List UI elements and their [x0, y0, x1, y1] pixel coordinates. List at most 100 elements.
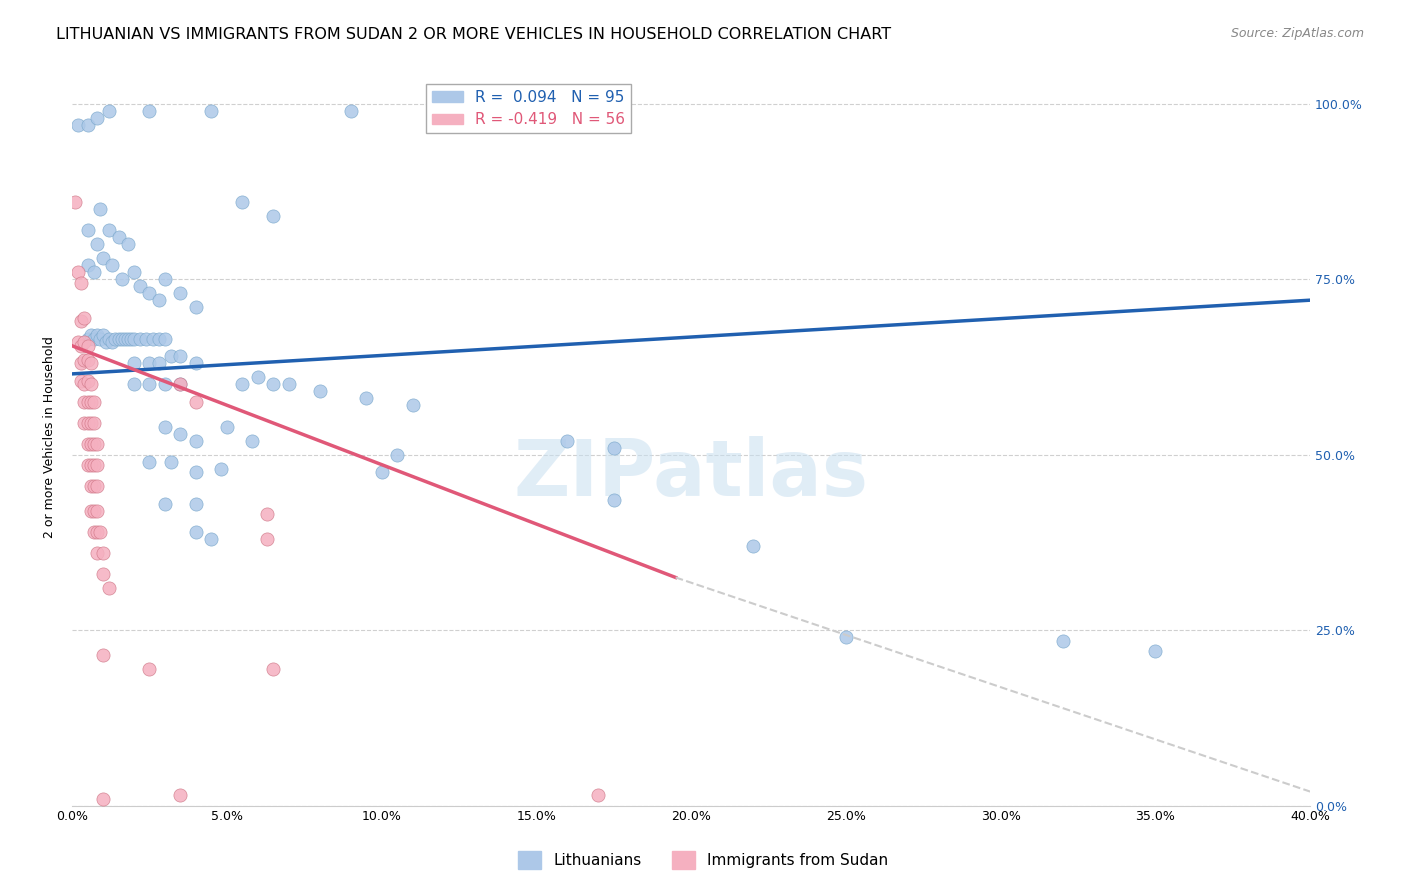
- Point: [240, 434, 263, 448]
- Point: [184, 434, 207, 448]
- Point: [86, 437, 108, 451]
- Point: [91, 251, 114, 265]
- Point: [555, 434, 578, 448]
- Point: [83, 458, 105, 472]
- Point: [73, 335, 96, 350]
- Point: [73, 352, 96, 367]
- Point: [215, 419, 238, 434]
- Point: [160, 455, 183, 469]
- Point: [200, 532, 222, 546]
- Point: [98, 581, 121, 595]
- Point: [73, 416, 96, 430]
- Point: [86, 458, 108, 472]
- Point: [94, 335, 117, 350]
- Point: [79, 395, 101, 409]
- Point: [76, 258, 98, 272]
- Point: [209, 461, 232, 475]
- Text: ZIPatlas: ZIPatlas: [513, 436, 869, 512]
- Point: [117, 332, 139, 346]
- Point: [86, 111, 108, 125]
- Point: [478, 103, 501, 118]
- Point: [122, 332, 145, 346]
- Point: [86, 328, 108, 343]
- Point: [79, 416, 101, 430]
- Point: [603, 493, 626, 508]
- Point: [138, 286, 160, 301]
- Point: [262, 662, 284, 676]
- Point: [256, 508, 278, 522]
- Point: [73, 395, 96, 409]
- Point: [107, 332, 129, 346]
- Point: [110, 272, 132, 286]
- Y-axis label: 2 or more Vehicles in Household: 2 or more Vehicles in Household: [44, 336, 56, 538]
- Point: [86, 546, 108, 560]
- Point: [742, 539, 765, 553]
- Point: [98, 332, 121, 346]
- Point: [339, 103, 361, 118]
- Point: [86, 237, 108, 252]
- Legend: Lithuanians, Immigrants from Sudan: Lithuanians, Immigrants from Sudan: [512, 845, 894, 875]
- Point: [76, 332, 98, 346]
- Point: [354, 392, 377, 406]
- Point: [89, 524, 111, 539]
- Point: [153, 377, 176, 392]
- Point: [101, 258, 124, 272]
- Point: [184, 524, 207, 539]
- Point: [246, 370, 269, 384]
- Point: [122, 265, 145, 279]
- Point: [262, 377, 284, 392]
- Point: [67, 118, 90, 132]
- Point: [104, 332, 127, 346]
- Point: [114, 332, 136, 346]
- Point: [70, 314, 93, 328]
- Point: [148, 356, 170, 370]
- Point: [83, 524, 105, 539]
- Point: [231, 194, 253, 209]
- Point: [83, 416, 105, 430]
- Point: [184, 497, 207, 511]
- Point: [135, 332, 157, 346]
- Point: [835, 630, 858, 644]
- Point: [169, 377, 191, 392]
- Point: [129, 332, 152, 346]
- Point: [110, 332, 132, 346]
- Point: [91, 648, 114, 662]
- Point: [86, 504, 108, 518]
- Point: [169, 286, 191, 301]
- Point: [67, 265, 90, 279]
- Point: [160, 349, 183, 363]
- Point: [385, 448, 408, 462]
- Point: [231, 377, 253, 392]
- Point: [122, 356, 145, 370]
- Point: [138, 103, 160, 118]
- Point: [1144, 644, 1167, 658]
- Text: LITHUANIAN VS IMMIGRANTS FROM SUDAN 2 OR MORE VEHICLES IN HOUSEHOLD CORRELATION : LITHUANIAN VS IMMIGRANTS FROM SUDAN 2 OR…: [56, 27, 891, 42]
- Point: [107, 230, 129, 244]
- Point: [76, 458, 98, 472]
- Point: [1052, 633, 1074, 648]
- Point: [603, 441, 626, 455]
- Point: [76, 395, 98, 409]
- Point: [117, 237, 139, 252]
- Point: [76, 118, 98, 132]
- Point: [83, 479, 105, 493]
- Point: [83, 395, 105, 409]
- Point: [70, 339, 93, 353]
- Point: [79, 328, 101, 343]
- Legend: R =  0.094   N = 95, R = -0.419   N = 56: R = 0.094 N = 95, R = -0.419 N = 56: [426, 84, 631, 134]
- Point: [98, 223, 121, 237]
- Point: [138, 662, 160, 676]
- Point: [83, 332, 105, 346]
- Point: [148, 332, 170, 346]
- Point: [76, 437, 98, 451]
- Point: [86, 524, 108, 539]
- Point: [91, 791, 114, 805]
- Point: [153, 419, 176, 434]
- Point: [256, 532, 278, 546]
- Point: [153, 272, 176, 286]
- Point: [169, 377, 191, 392]
- Point: [67, 335, 90, 350]
- Point: [70, 276, 93, 290]
- Point: [91, 546, 114, 560]
- Point: [98, 103, 121, 118]
